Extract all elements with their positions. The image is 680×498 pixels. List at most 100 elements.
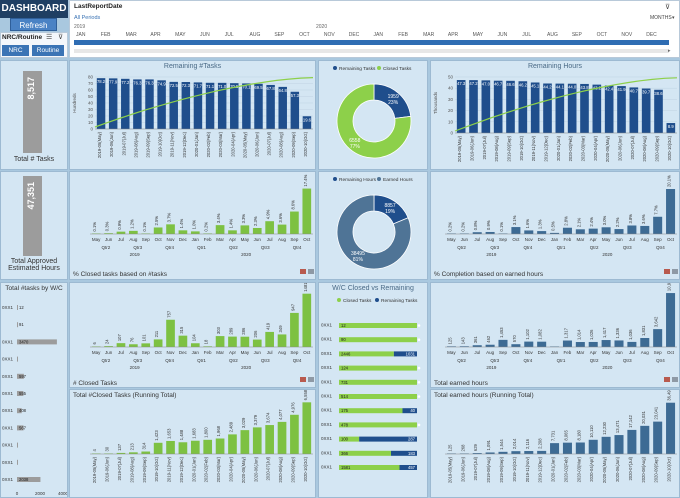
data-label: 211 [154, 330, 159, 337]
month-label[interactable]: JAN [373, 32, 383, 38]
data-label: 286 [241, 327, 246, 335]
bar [108, 78, 118, 129]
drill-down-icon[interactable] [308, 269, 314, 274]
month-label: Aug [641, 237, 650, 242]
bar [627, 225, 637, 234]
month-label[interactable]: AUG [547, 32, 558, 38]
data-label: 4,077 [278, 409, 283, 420]
bar [116, 231, 126, 234]
closed-value: 175 [341, 408, 349, 413]
remaining-marker [417, 338, 421, 341]
clear-filter-icon[interactable]: ⊽ [665, 4, 671, 11]
data-label: 3.1% [512, 215, 517, 225]
earned-running-title: Total earned hours (Running Total) [434, 392, 534, 399]
completion-pct-panel: 0.2% 0.2% 0.8% 0.9% 0.1% 3.1% 1.6% 1.3% 0.5% 2.8%… [430, 171, 680, 280]
month-label[interactable]: MAY [175, 32, 186, 38]
bar [215, 438, 225, 454]
total-tasks-bar: 8,517 [23, 71, 42, 153]
category-label: 2020-05(May) [242, 131, 247, 158]
timeline-range[interactable] [74, 40, 669, 45]
quarter-label: Qtr2 [457, 245, 466, 250]
refresh-button[interactable]: Refresh [10, 18, 57, 31]
month-label[interactable]: JAN [76, 32, 86, 38]
remaining-marker [417, 423, 421, 427]
category-label: 2019-12(Dec) [179, 456, 184, 482]
category-label: 2019-06(Jun) [105, 456, 110, 482]
data-label: 36,495 [667, 390, 672, 401]
month-label[interactable]: SEP [274, 32, 285, 38]
data-label: 8,065 [563, 430, 568, 441]
bar [133, 79, 142, 129]
data-label: 1,417 [602, 327, 607, 338]
data-label: 10,110 [589, 425, 594, 438]
month-label[interactable]: JUL [224, 32, 234, 38]
month-label: Jul [629, 350, 635, 355]
bar [181, 82, 191, 129]
month-label[interactable]: OCT [299, 32, 310, 38]
multi-select-icon[interactable]: ☰ [46, 34, 53, 41]
data-label: 2,014 [512, 438, 517, 449]
month-label[interactable]: MAR [125, 32, 137, 38]
month-label[interactable]: FEB [398, 32, 409, 38]
clear-filter-icon[interactable]: ⊽ [58, 34, 64, 41]
month-label: Sep [290, 350, 299, 355]
drill-up-icon[interactable] [664, 377, 670, 382]
month-label[interactable]: DEC [646, 32, 657, 38]
data-label: 2,208 [538, 438, 543, 449]
wc-value: 597 [19, 374, 27, 379]
data-label: 43.8 [580, 85, 589, 90]
month-label[interactable]: DEC [348, 32, 360, 38]
drill-down-icon[interactable] [672, 377, 678, 382]
bar [240, 225, 250, 234]
remaining-tasks-title: Remaining #Tasks [163, 63, 222, 70]
year-label: 2020 [241, 252, 252, 257]
chevron-down-icon[interactable]: ▾ [672, 15, 675, 21]
month-label: Nov [525, 350, 534, 355]
quarter-label: Qtr4 [293, 358, 302, 363]
month-label: Nov [167, 237, 176, 242]
legend-label: Remaining Hours [339, 177, 377, 183]
month-label[interactable]: NOV [323, 32, 335, 38]
month-label[interactable]: JUL [522, 32, 532, 38]
wc-bar [17, 391, 24, 396]
category-label: 2020-09(Sep) [291, 131, 296, 157]
month-label[interactable]: MAY [472, 32, 484, 38]
data-label: 2.1% [576, 217, 581, 227]
drill-down-icon[interactable] [308, 377, 314, 382]
closed-value: 1581 [341, 465, 351, 470]
data-label: 7.7% [654, 205, 659, 215]
quarter-label: Qtr3 [490, 245, 499, 250]
drill-up-icon[interactable] [664, 269, 670, 274]
month-label[interactable]: JUN [497, 32, 508, 38]
month-label[interactable]: SEP [571, 32, 582, 38]
remaining-bar [399, 465, 417, 470]
timeline-scrollbar[interactable] [74, 49, 669, 53]
month-label[interactable]: APR [150, 32, 161, 38]
month-label[interactable]: NOV [621, 32, 633, 38]
drill-up-icon[interactable] [300, 269, 306, 274]
month-label[interactable]: MAR [423, 32, 435, 38]
drill-down-icon[interactable] [672, 269, 678, 274]
axis-tick-label: 60 [88, 88, 94, 93]
month-label[interactable]: FEB [100, 32, 111, 38]
axis-tick-label: 20 [448, 108, 454, 113]
slicer-item-nrc[interactable]: NRC [2, 45, 29, 56]
bar [543, 83, 552, 133]
month-label[interactable]: JUN [199, 32, 210, 38]
drill-up-icon[interactable] [300, 377, 306, 382]
month-label[interactable]: APR [447, 32, 459, 38]
timeline-slicer: LastReportDate ⊽ All Periods MONTHS ▾ 20… [69, 0, 680, 58]
category-label: 2020-01(Jan) [551, 456, 556, 482]
closed-bar [339, 351, 394, 357]
bar [290, 211, 299, 234]
bar [524, 230, 534, 234]
slicer-item-routine[interactable]: Routine [32, 45, 64, 56]
month-label[interactable]: OCT [596, 32, 608, 38]
quarter-label: Qtr1 [557, 358, 566, 363]
month-label: May [241, 350, 250, 355]
timeline-level[interactable]: MONTHS [650, 15, 672, 21]
period-label: All Periods [74, 15, 101, 21]
scroll-right-icon[interactable]: ▸ [668, 48, 671, 54]
bar [129, 452, 138, 454]
month-label[interactable]: AUG [249, 32, 261, 38]
